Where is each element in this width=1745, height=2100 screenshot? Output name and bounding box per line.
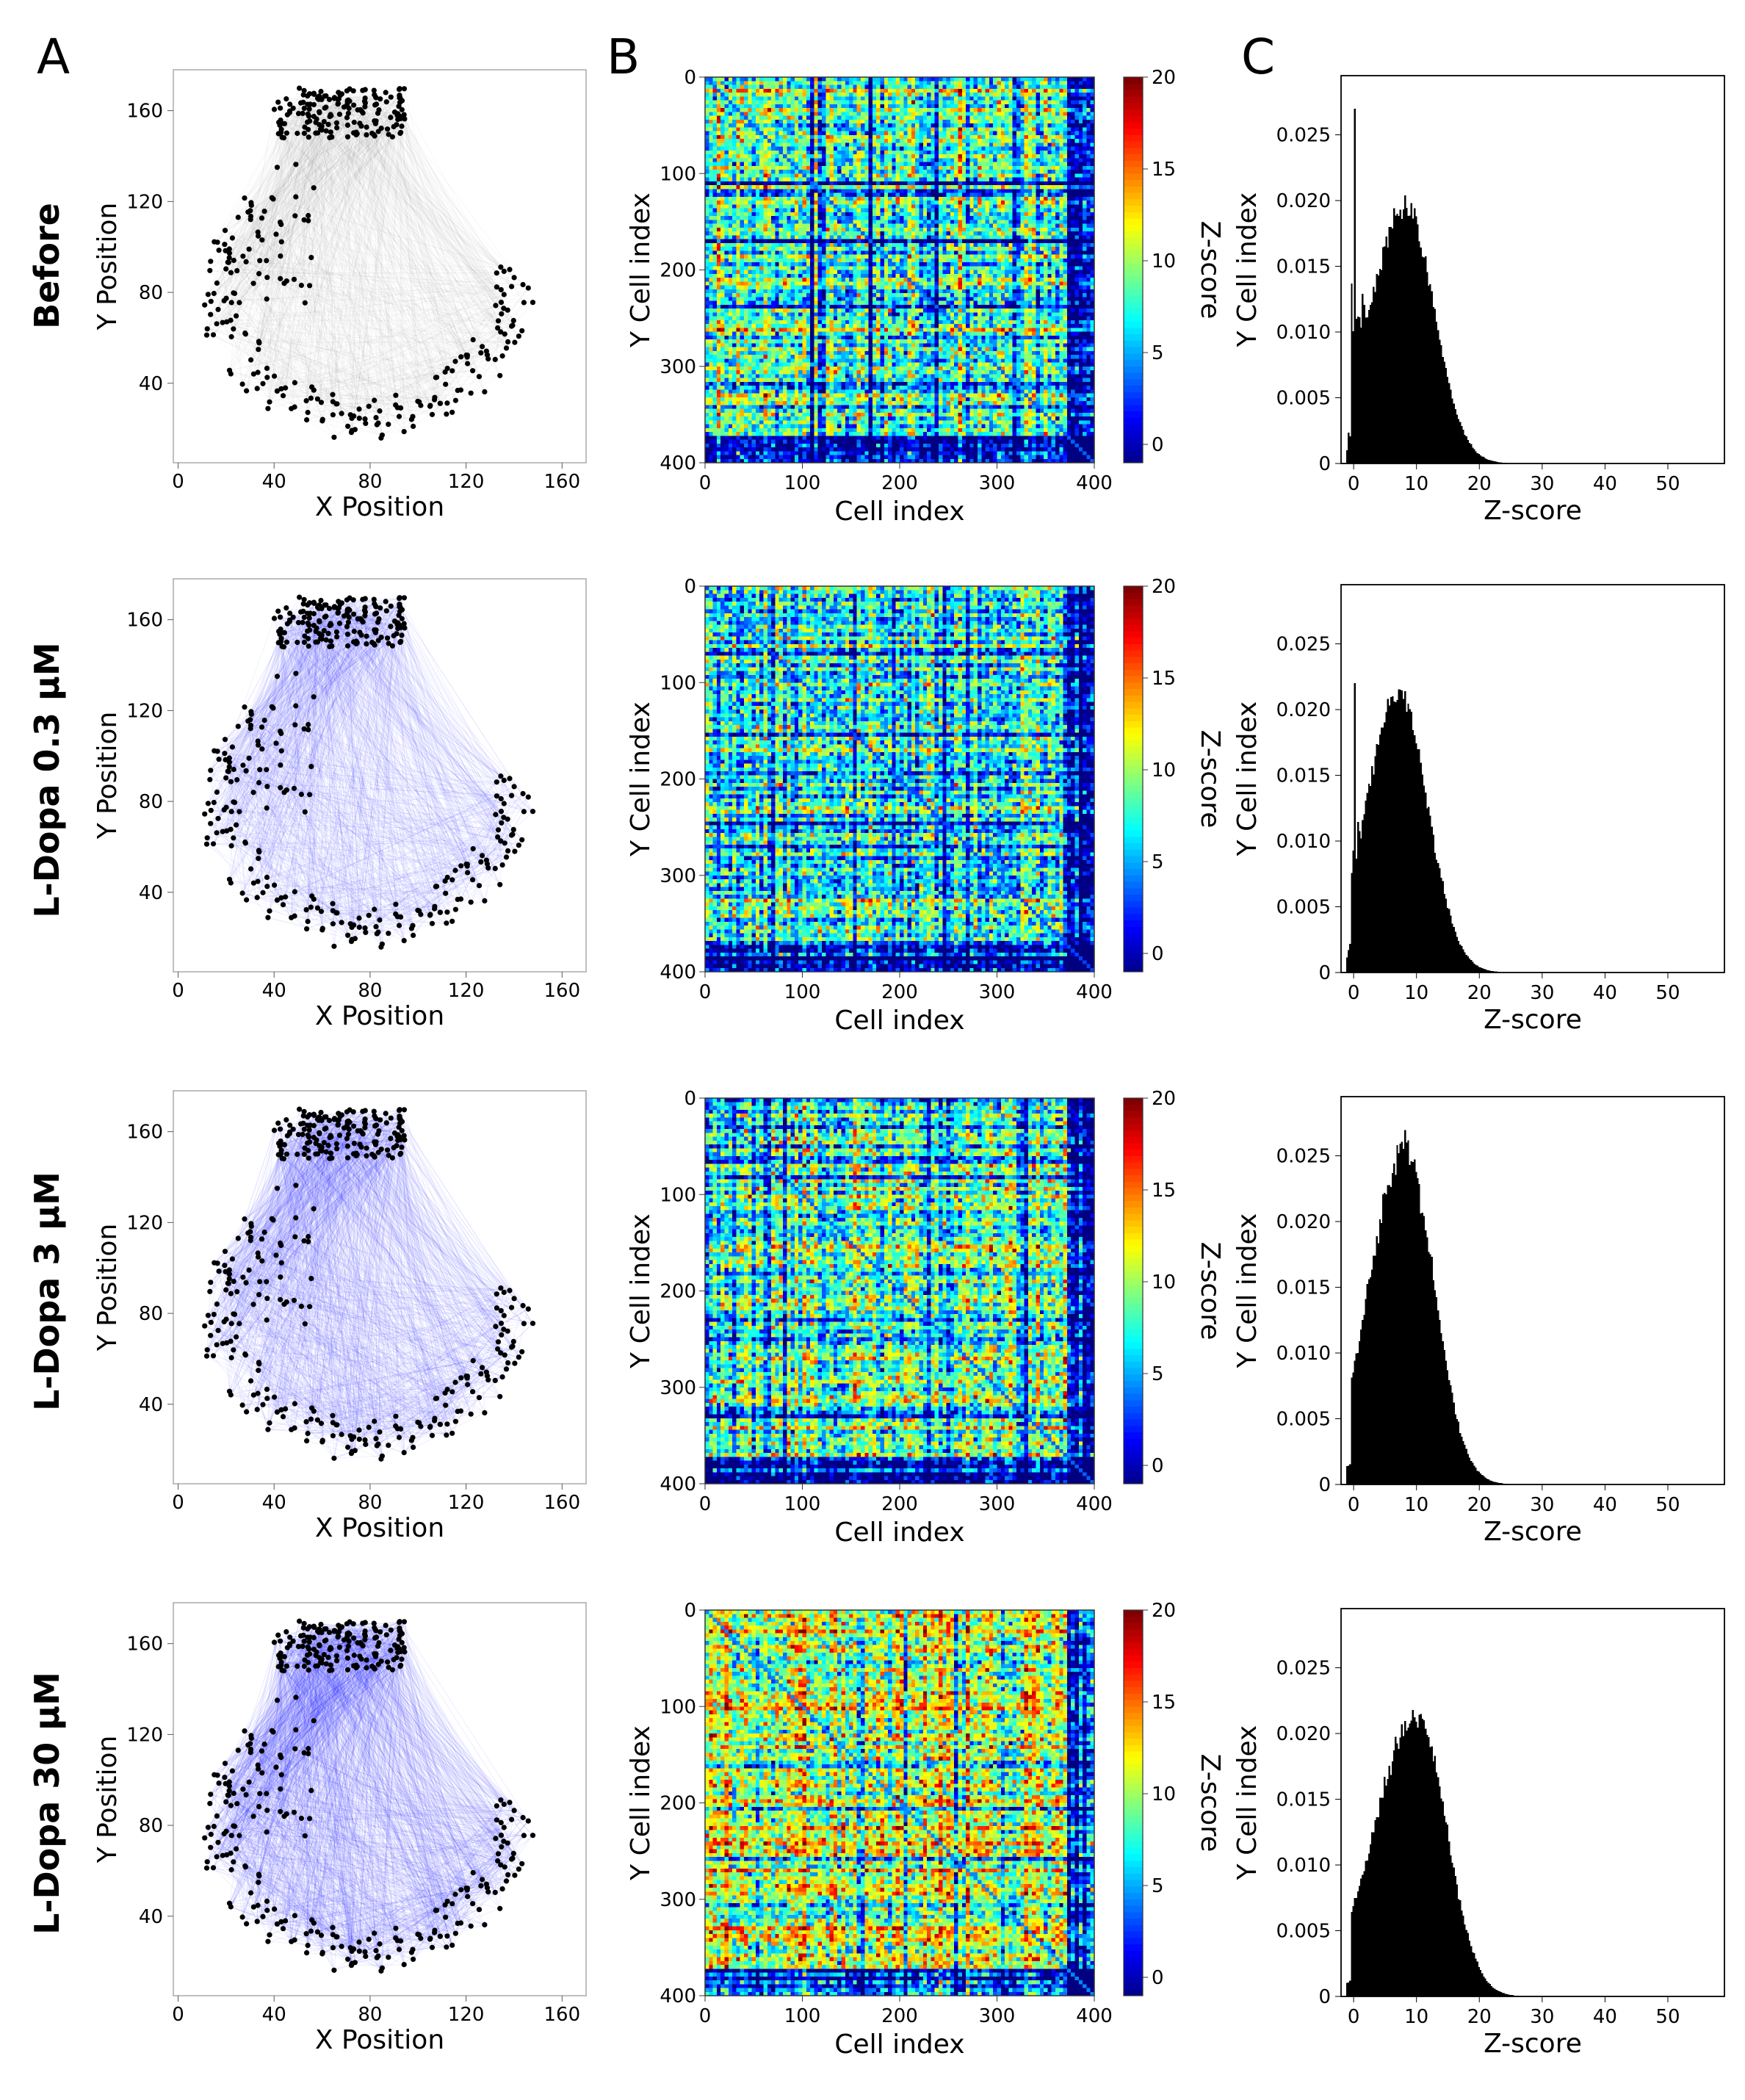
panel-label-b: B (607, 29, 640, 85)
row-label-before: Before (27, 203, 67, 329)
panel-label-a: A (37, 29, 70, 85)
figure: A B C Before L-Dopa 0.3 µM L-Dopa 3 µM L… (0, 0, 1745, 2100)
row-label-ldopa-3: L-Dopa 3 µM (27, 1172, 67, 1411)
row-label-ldopa-0-3: L-Dopa 0.3 µM (27, 642, 67, 917)
panel-label-c: C (1241, 29, 1275, 85)
row-label-ldopa-30: L-Dopa 30 µM (27, 1672, 67, 1935)
network-edges (205, 88, 533, 438)
